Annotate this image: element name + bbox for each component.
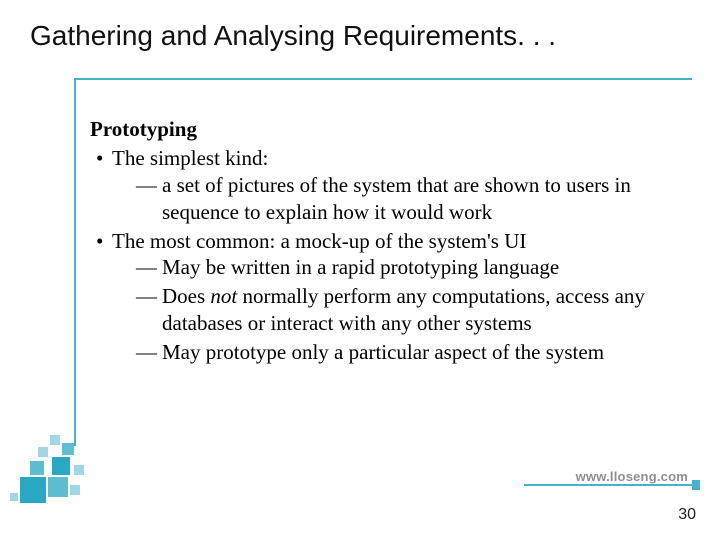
list-item: May prototype only a particular aspect o… <box>112 339 680 366</box>
dash-list: a set of pictures of the system that are… <box>112 172 680 226</box>
dash-text-prefix: Does <box>162 284 210 308</box>
list-item: a set of pictures of the system that are… <box>112 172 680 226</box>
divider-vertical <box>74 78 76 446</box>
footer-url: www.lloseng.com <box>576 469 688 484</box>
list-item: The simplest kind: a set of pictures of … <box>90 145 680 226</box>
bullet-label: The most common: a mock-up of the system… <box>112 229 526 253</box>
dash-text-italic: not <box>210 284 237 308</box>
bullet-label: The simplest kind: <box>112 146 268 170</box>
list-item: Does not normally perform any computatio… <box>112 283 680 337</box>
list-item: The most common: a mock-up of the system… <box>90 228 680 366</box>
subheading: Prototyping <box>90 116 680 143</box>
divider-horizontal <box>74 78 692 80</box>
slide: Gathering and Analysing Requirements. . … <box>0 0 720 540</box>
bullet-list: The simplest kind: a set of pictures of … <box>90 145 680 366</box>
footer-divider <box>524 484 700 486</box>
page-number: 30 <box>678 506 696 524</box>
footer-divider-cap <box>692 480 700 490</box>
page-title: Gathering and Analysing Requirements. . … <box>30 20 700 52</box>
list-item: May be written in a rapid prototyping la… <box>112 254 680 281</box>
logo-icon <box>10 435 100 510</box>
body-content: Prototyping The simplest kind: a set of … <box>90 116 680 368</box>
dash-list: May be written in a rapid prototyping la… <box>112 254 680 366</box>
